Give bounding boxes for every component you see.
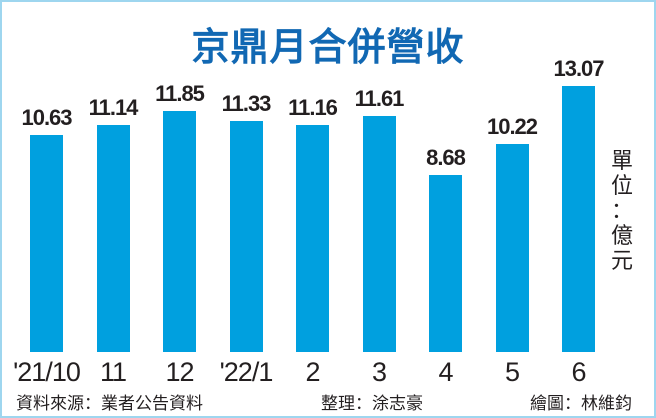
bar	[30, 135, 63, 352]
x-tick-label: 2	[305, 357, 320, 387]
bar-value-label: 11.16	[288, 94, 338, 120]
unit-char: 億	[610, 224, 633, 249]
bar-value-label: 11.33	[221, 91, 272, 117]
unit-label: 單位：億元	[608, 149, 636, 274]
unit-char: 位	[610, 174, 633, 199]
bar	[362, 115, 396, 352]
bar-value-label: 11.14	[88, 95, 139, 121]
x-tick-label: '21/10	[13, 357, 81, 387]
x-tick-label: 4	[438, 357, 453, 387]
x-tick-label: 12	[165, 357, 194, 387]
bar	[495, 143, 529, 352]
bar	[429, 175, 462, 352]
bar	[562, 85, 595, 352]
chart-title: 京鼎月合併營收	[191, 25, 465, 69]
bar	[96, 125, 130, 352]
x-tick-label: 11	[99, 357, 127, 387]
bar-value-label: 10.63	[21, 105, 72, 131]
source-note: 資料來源：業者公告資料	[16, 394, 203, 414]
x-tick-label: 5	[504, 357, 520, 387]
unit-char: 單	[610, 149, 633, 174]
editor-credit: 整理：涂志豪	[321, 394, 423, 414]
bar	[296, 124, 329, 352]
x-tick-label: '22/1	[219, 357, 274, 387]
bar-value-label: 11.85	[155, 80, 205, 106]
x-tick-label: 3	[371, 357, 387, 387]
x-tick-label: 6	[571, 357, 586, 387]
bar	[163, 110, 196, 352]
unit-char: ：	[610, 199, 633, 224]
unit-char: 元	[610, 249, 633, 274]
bar-value-label: 8.68	[426, 145, 466, 171]
bar-value-label: 11.61	[354, 85, 405, 111]
bar	[229, 121, 263, 352]
bar-value-label: 13.07	[553, 55, 604, 81]
bar-value-label: 10.22	[486, 113, 538, 139]
illustrator-credit: 繪圖：林維鈞	[530, 394, 632, 414]
